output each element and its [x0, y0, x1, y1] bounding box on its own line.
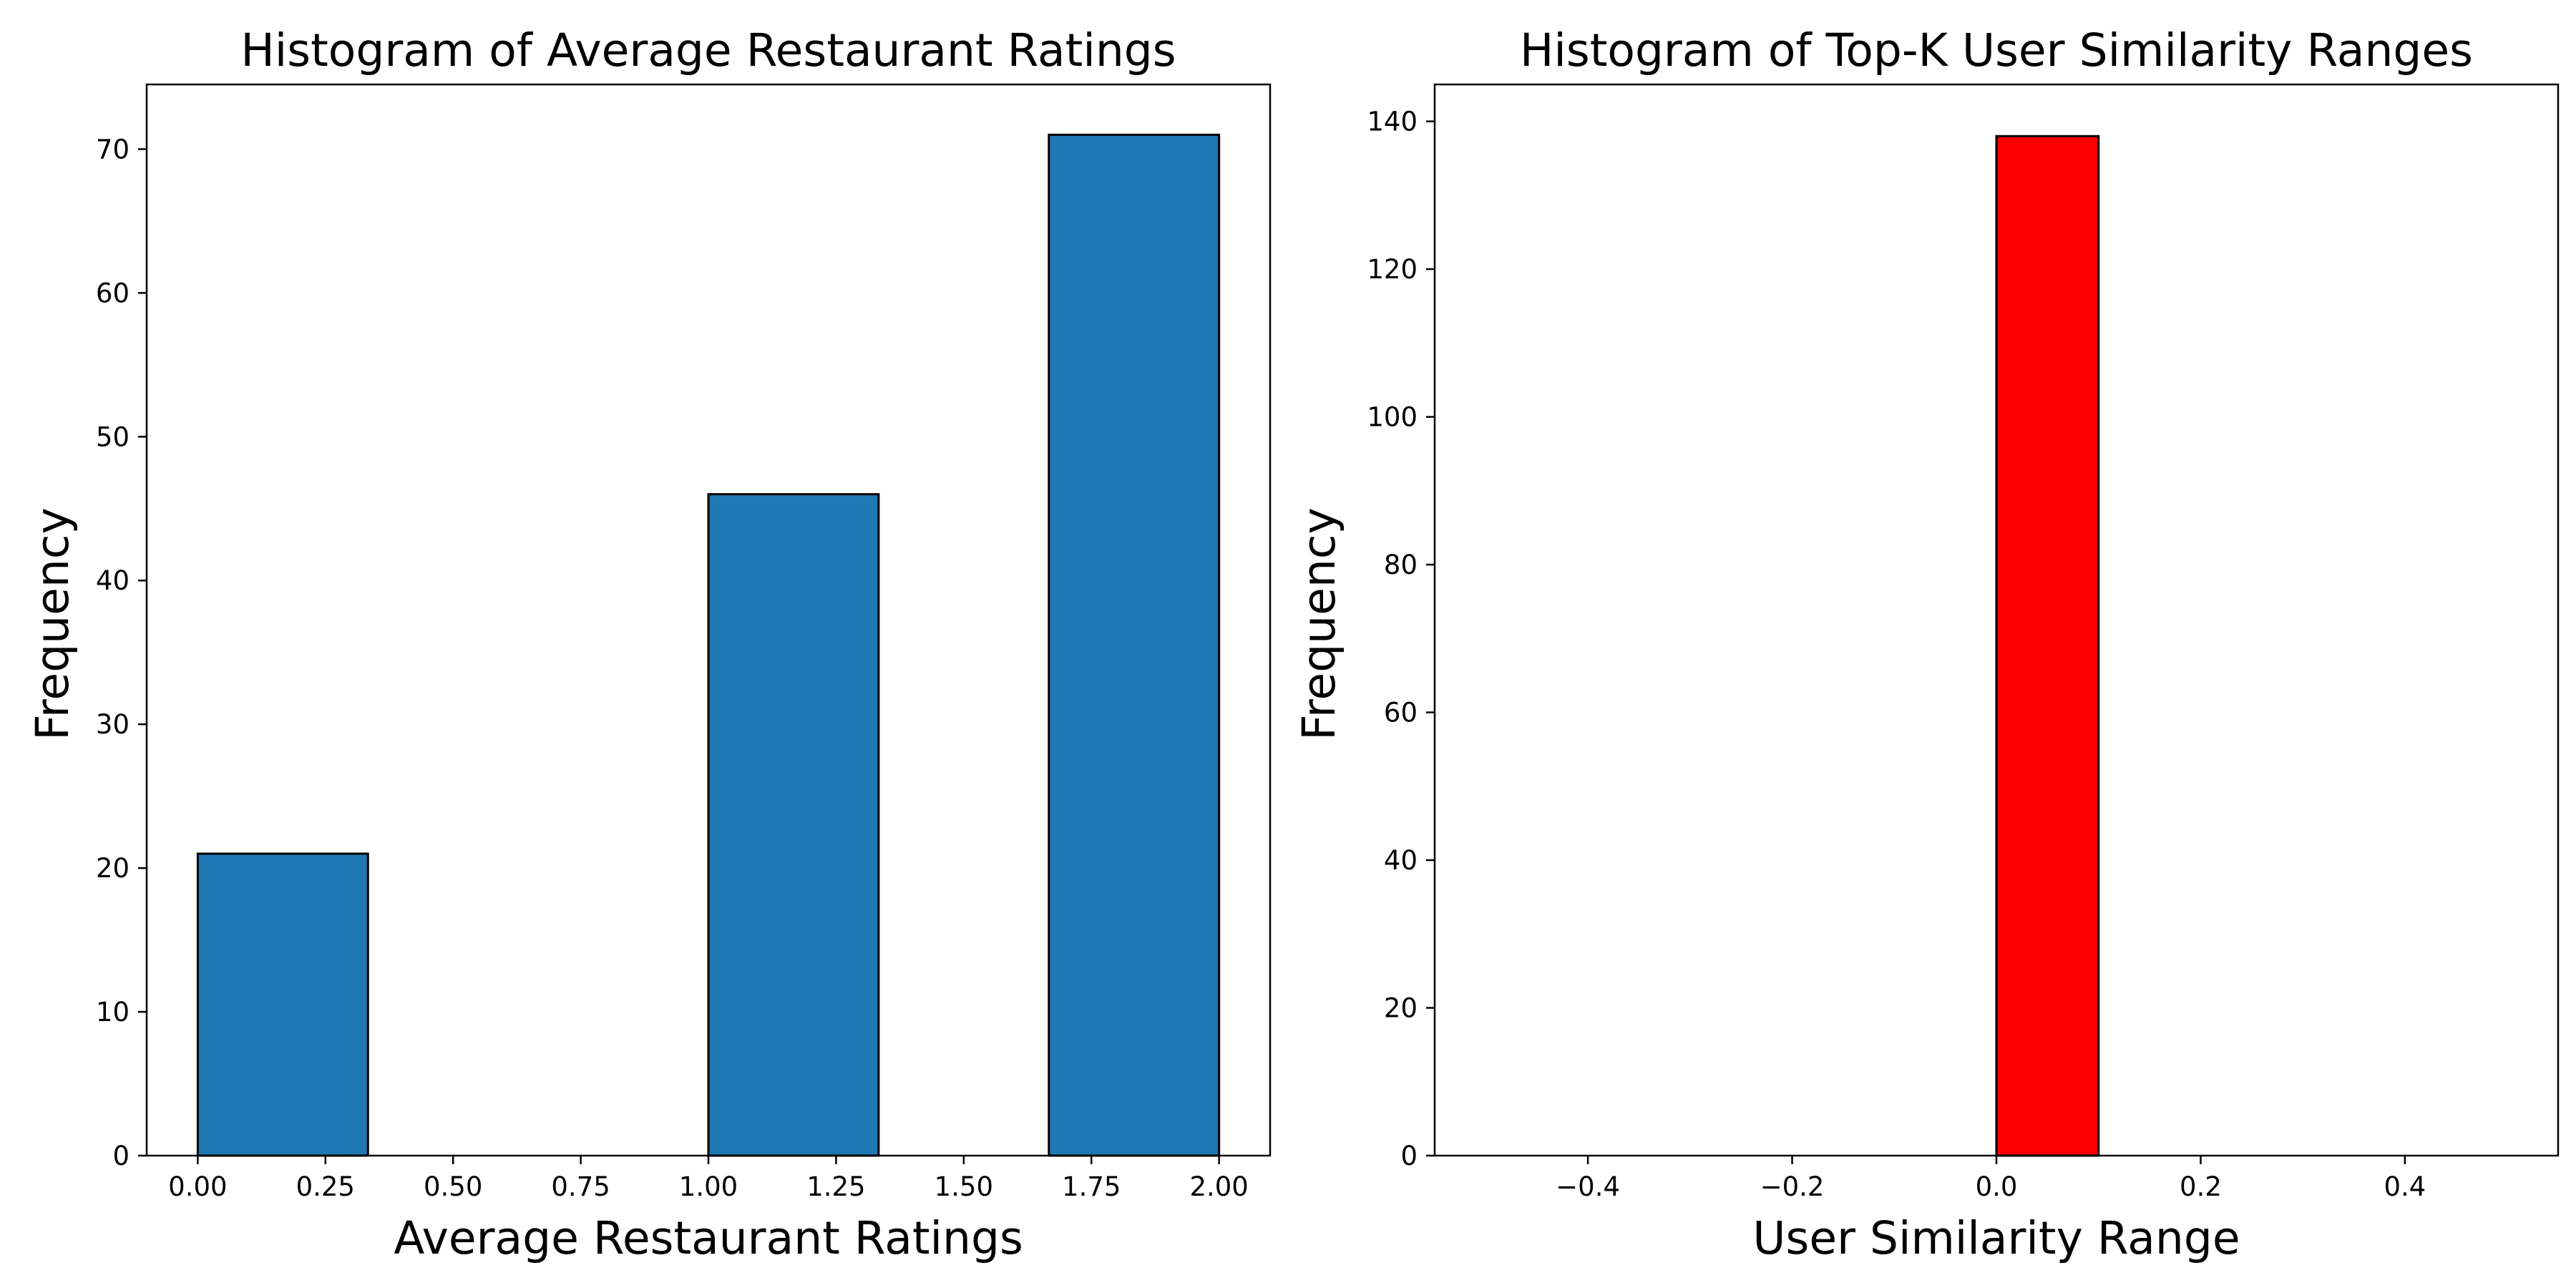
histogram-bar [707, 493, 880, 1157]
x-tick-label: 0.00 [168, 1171, 227, 1202]
y-axis-label: Frequency [1293, 507, 1345, 740]
x-tick-label: 0.2 [2180, 1171, 2222, 1202]
chart-title: Histogram of Average Restaurant Ratings [240, 24, 1176, 77]
x-tick-label: 0.25 [296, 1171, 355, 1202]
x-tick-label: 1.25 [806, 1171, 865, 1202]
x-tick-group: −0.4 −0.2 0.0 0.2 0.4 [1556, 1156, 2426, 1202]
histogram-bar [196, 852, 369, 1157]
y-tick-label: 120 [1367, 254, 1418, 285]
plot-area-frame [1433, 83, 2560, 1157]
ratings-histogram-panel: Histogram of Average Restaurant Ratings … [26, 24, 1272, 1264]
y-tick-label: 100 [1367, 402, 1418, 433]
x-tick-group: 0.00 0.25 0.50 0.75 1.00 1.25 1.50 1.75 2.00 [168, 1156, 1249, 1202]
y-tick-label: 60 [96, 278, 130, 308]
x-tick-label: −0.2 [1760, 1171, 1825, 1202]
y-tick-label: 10 [96, 997, 130, 1028]
chart-title: Histogram of Top-K User Similarity Range… [1520, 24, 2473, 77]
y-axis-label: Frequency [26, 507, 79, 740]
x-axis-label: User Similarity Range [1752, 1212, 2240, 1264]
x-tick-label: 0.75 [551, 1171, 610, 1202]
plot-area-frame [145, 83, 1272, 1157]
y-tick-label: 80 [1384, 550, 1418, 580]
x-tick-label: 1.75 [1062, 1171, 1121, 1202]
bar-group [196, 133, 1221, 1157]
x-tick-label: 1.00 [679, 1171, 738, 1202]
histogram-bar [1995, 135, 2100, 1157]
y-tick-label: 40 [1384, 845, 1418, 876]
y-tick-label: 30 [96, 709, 130, 740]
y-tick-label: 140 [1367, 107, 1418, 137]
x-axis-label: Average Restaurant Ratings [394, 1212, 1023, 1264]
x-tick-label: 0.4 [2384, 1171, 2426, 1202]
x-tick-label: 0.0 [1976, 1171, 2018, 1202]
x-tick-label: 2.00 [1189, 1171, 1248, 1202]
similarity-histogram-panel: Histogram of Top-K User Similarity Range… [1293, 24, 2560, 1264]
x-tick-label: 0.50 [424, 1171, 482, 1202]
x-tick-label: 1.50 [935, 1171, 993, 1202]
y-tick-label: 0 [1400, 1141, 1418, 1171]
y-tick-label: 60 [1384, 698, 1418, 728]
y-tick-label: 20 [1384, 993, 1418, 1024]
histogram-bar [1048, 133, 1221, 1157]
y-tick-label: 50 [96, 421, 130, 452]
y-tick-group: 0 10 20 30 40 50 60 70 [96, 134, 147, 1171]
y-tick-label: 40 [96, 565, 130, 596]
bar-group [1995, 135, 2100, 1157]
y-tick-group: 0 20 40 60 80 100 120 140 [1367, 107, 1435, 1171]
y-tick-label: 20 [96, 853, 130, 884]
y-tick-label: 70 [96, 134, 130, 165]
y-tick-label: 0 [112, 1141, 130, 1171]
x-tick-label: −0.4 [1556, 1171, 1620, 1202]
